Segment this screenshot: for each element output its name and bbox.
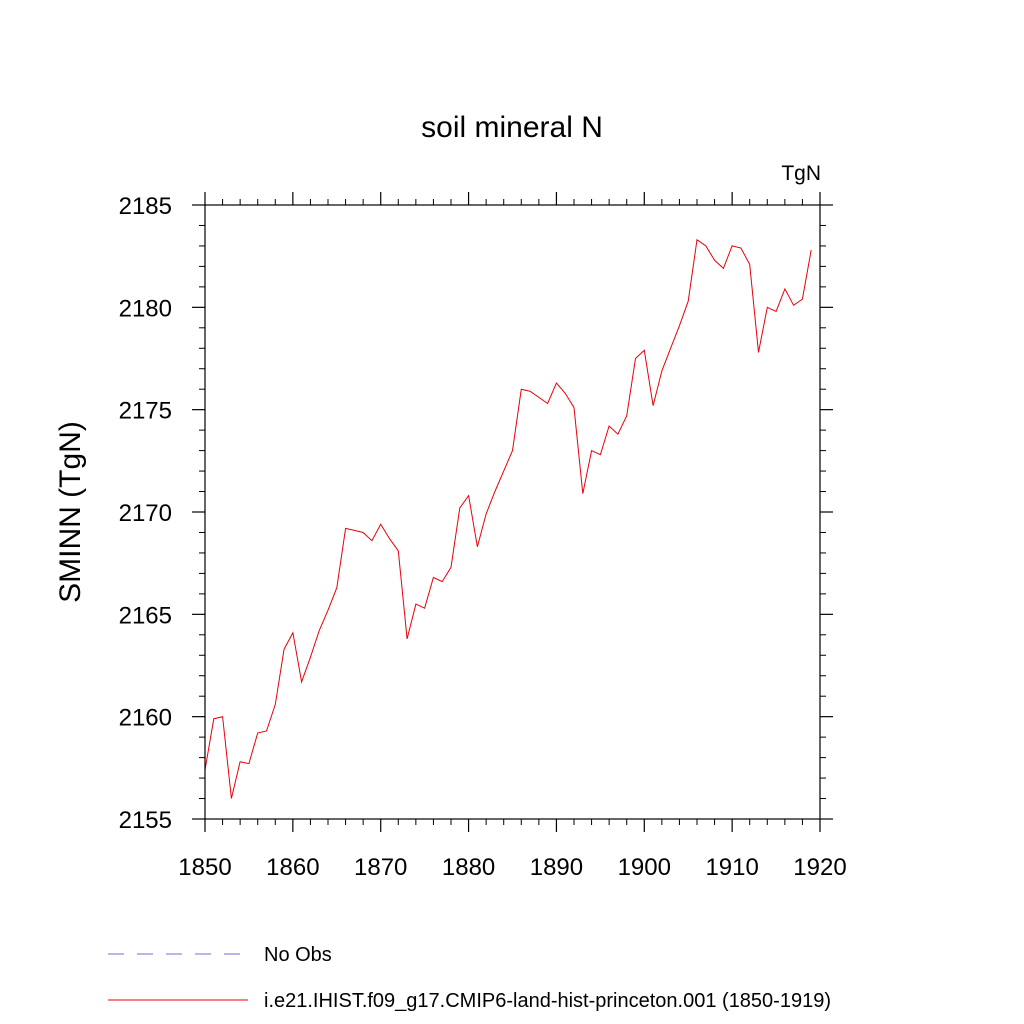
- x-tick-label: 1860: [266, 854, 319, 881]
- legend-label: i.e21.IHIST.f09_g17.CMIP6-land-hist-prin…: [264, 990, 831, 1012]
- x-tick-label: 1890: [530, 854, 583, 881]
- y-tick-label: 2185: [119, 193, 172, 220]
- legend-label: No Obs: [264, 944, 332, 966]
- tick-labels: 1850 1860 1870 1880 1890 1900 1910 1920 2155 2160…: [119, 193, 847, 881]
- chart-title: soil mineral N: [421, 111, 603, 144]
- y-tick-label: 2170: [119, 500, 172, 527]
- x-tick-label: 1850: [178, 854, 231, 881]
- series-line-0: [204, 238, 812, 799]
- x-tick-label: 1910: [705, 854, 758, 881]
- units-label: TgN: [781, 162, 821, 185]
- x-tick-label: 1920: [793, 854, 846, 881]
- x-tick-label: 1880: [442, 854, 495, 881]
- y-tick-label: 2180: [119, 295, 172, 322]
- x-tick-label: 1900: [618, 854, 671, 881]
- y-tick-label: 2155: [119, 807, 172, 834]
- y-tick-label: 2175: [119, 398, 172, 425]
- axis-ticks: [192, 192, 833, 832]
- y-tick-label: 2165: [119, 602, 172, 629]
- legend: No Obs i.e21.IHIST.f09_g17.CMIP6-land-his…: [108, 944, 831, 1012]
- plot-series: [204, 238, 812, 799]
- plot-frame: [204, 204, 821, 820]
- y-tick-label: 2160: [119, 705, 172, 732]
- y-axis-label: SMINN (TgN): [54, 421, 87, 603]
- x-tick-label: 1870: [354, 854, 407, 881]
